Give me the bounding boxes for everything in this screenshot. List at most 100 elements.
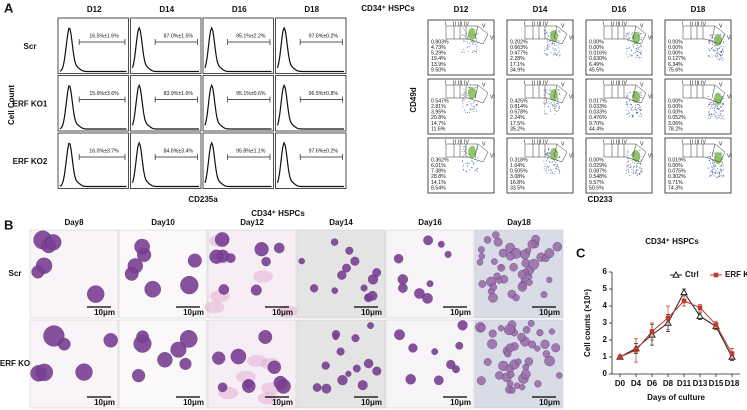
cell (444, 250, 452, 258)
event-dot (629, 163, 631, 165)
event-dot (557, 52, 559, 54)
event-dot (709, 49, 711, 51)
event-dot (547, 48, 549, 50)
cell (495, 371, 504, 380)
event-dot (639, 106, 640, 108)
event-dot (467, 163, 469, 165)
event-dot (626, 106, 628, 108)
cell (527, 319, 535, 327)
event-dot (476, 42, 478, 44)
cell (517, 270, 527, 279)
event-dot (547, 40, 549, 42)
event-dot (712, 40, 714, 42)
event-dot (476, 161, 478, 162)
event-dot (633, 166, 635, 168)
cell (455, 341, 464, 350)
event-dot (720, 118, 722, 120)
cell (528, 340, 536, 349)
event-dot (552, 171, 553, 173)
event-dot (545, 154, 547, 156)
x-tick-label: D0 (615, 379, 626, 388)
event-dot (719, 51, 721, 53)
event-dot (631, 32, 633, 34)
event-dot (547, 152, 548, 154)
event-dot (464, 148, 466, 150)
event-dot (719, 54, 721, 56)
event-dot (547, 166, 549, 168)
event-dot (552, 42, 554, 44)
event-dot (554, 109, 556, 111)
event-dot (473, 161, 474, 163)
cell (414, 288, 425, 299)
event-dot (637, 104, 639, 105)
event-dot (637, 56, 639, 58)
gate-bar (78, 39, 126, 45)
cell (267, 360, 281, 374)
event-dot (721, 158, 723, 160)
event-dot (625, 172, 627, 174)
event-dot (547, 46, 549, 48)
event-dot (545, 89, 547, 91)
event-dot (627, 95, 629, 97)
event-dot (630, 104, 632, 106)
gate-label: VI (648, 153, 653, 159)
event-dot (555, 54, 557, 56)
event-dot (475, 51, 477, 53)
event-dot (719, 165, 721, 167)
event-dot (558, 30, 560, 32)
event-dot (544, 163, 546, 165)
gate-label: II (453, 139, 456, 145)
event-dot (470, 108, 472, 109)
event-dot (712, 104, 714, 106)
gate-percentage: 0.00% (668, 45, 683, 51)
event-dot (547, 53, 549, 55)
event-dot (641, 37, 643, 38)
event-dot (475, 169, 477, 171)
event-dot (629, 100, 630, 102)
x-tick-label: D8 (663, 379, 674, 388)
gate-bar (154, 154, 198, 160)
event-dot (719, 173, 721, 175)
event-dot (712, 168, 714, 170)
event-dot (554, 44, 556, 46)
cell (31, 265, 45, 279)
event-dot (547, 93, 549, 94)
flow-frame (664, 78, 732, 135)
column-header: D14 (533, 5, 548, 14)
event-dot (559, 169, 561, 171)
gate-percentage: 97.6%±0.2% (309, 148, 339, 154)
event-dot (722, 53, 724, 55)
event-dot (720, 45, 722, 47)
event-dot (549, 161, 550, 163)
event-dot (634, 51, 636, 53)
gate-percentage: 28.8% (431, 174, 446, 180)
event-dot (716, 108, 718, 110)
event-dot (635, 50, 637, 52)
event-dot (639, 173, 640, 174)
event-dot (715, 112, 717, 114)
gate-percentage: 0.663% (510, 45, 528, 51)
flow-frame (664, 137, 732, 194)
event-dot (722, 163, 724, 165)
event-dot (640, 44, 642, 46)
event-dot (544, 103, 546, 105)
event-dot (462, 94, 464, 96)
event-dot (717, 55, 719, 57)
event-dot (467, 104, 469, 106)
event-dot (635, 164, 637, 166)
cell (35, 363, 53, 382)
event-dot (557, 168, 559, 170)
event-dot (554, 43, 556, 45)
event-dot (710, 98, 712, 100)
event-dot (640, 156, 642, 158)
histogram-curve (204, 83, 272, 130)
event-dot (639, 167, 641, 169)
event-dot (462, 155, 464, 157)
gate-percentage: 11.6% (431, 126, 446, 132)
event-dot (638, 104, 640, 106)
legend-label: ERF KO (725, 270, 747, 279)
event-dot (707, 115, 709, 117)
event-dot (466, 165, 468, 167)
event-dot (708, 159, 710, 161)
event-dot (553, 164, 554, 166)
